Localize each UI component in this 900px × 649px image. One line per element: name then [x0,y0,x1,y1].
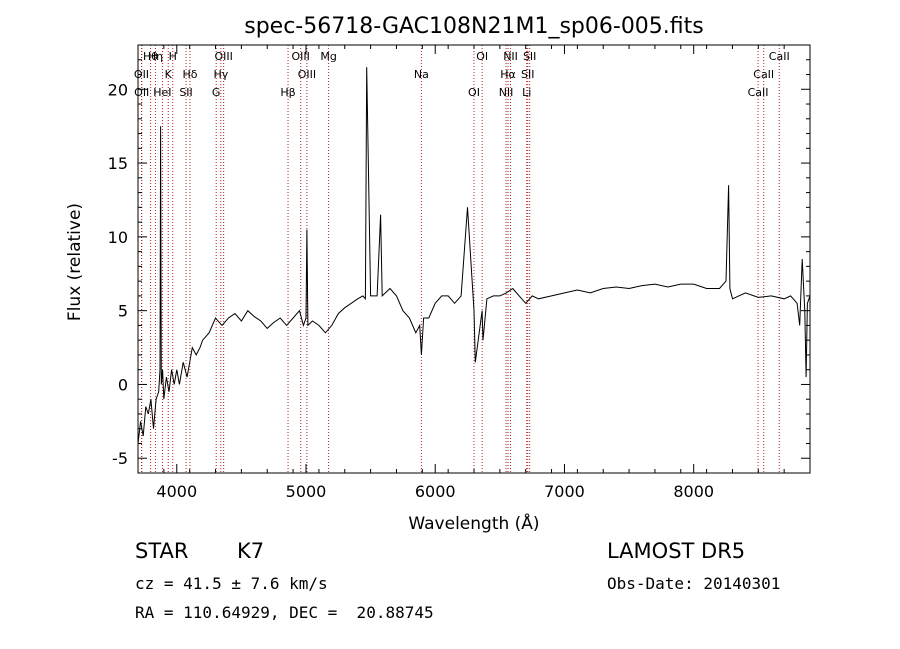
marker-label: G [212,86,221,99]
survey-name: LAMOST DR5 [607,539,746,563]
marker-label: OI [476,50,488,63]
marker-label: Hθ [143,50,158,63]
x-tick-label: 8000 [673,482,714,501]
marker-label: OII [134,86,149,99]
y-tick-label: 10 [108,228,128,247]
x-tick-label: 5000 [286,482,327,501]
marker-label: CaII [769,50,790,63]
marker-label: Hη [148,50,163,63]
marker-label: Na [414,68,429,81]
spectrum-series-line [137,67,811,444]
chart-title: spec-56718-GAC108N21M1_sp06-005.fits [244,14,704,39]
marker-label: OIII [292,50,310,63]
marker-label: Hγ [213,68,228,81]
y-tick-label: 15 [108,154,128,173]
x-tick-label: 6000 [415,482,456,501]
y-tick-label: 20 [108,80,128,99]
marker-label: OIII [298,68,316,81]
marker-label: K [165,68,173,81]
marker-label: SII [523,50,536,63]
marker-label: SII [521,68,534,81]
marker-label: CaII [753,68,774,81]
ra-dec: RA = 110.64929, DEC = 20.88745 [135,603,434,622]
object-class: STAR [135,539,189,563]
obs-date: Obs-Date: 20140301 [607,574,781,593]
marker-label: OI [468,86,480,99]
marker-label: NII [503,50,518,63]
redshift-cz: cz = 41.5 ± 7.6 km/s [135,574,328,593]
marker-label: NII [499,86,514,99]
marker-labels: HθOIIOIIHηKHeIHHδSIIOIIIHγGOIIIOIIIHβMgN… [134,50,790,99]
marker-label: CaII [748,86,769,99]
marker-label: Li [522,86,531,99]
marker-label: SII [179,86,192,99]
x-axis-ticks: 4000 5000 6000 7000 8000 [137,45,811,501]
marker-lines [140,45,780,473]
marker-label: Hδ [182,68,197,81]
x-tick-label: 7000 [544,482,585,501]
marker-label: OIII [214,50,232,63]
x-tick-label: 4000 [156,482,197,501]
marker-label: H [169,50,177,63]
y-tick-label: 5 [118,302,128,321]
x-axis-label: Wavelength (Å) [408,512,539,534]
marker-label: HeI [153,86,171,99]
marker-label: Mg [320,50,336,63]
y-tick-label: -5 [112,449,128,468]
y-tick-label: 0 [118,375,128,394]
marker-label: Hβ [280,86,295,99]
y-axis-label: Flux (relative) [65,203,85,321]
marker-label: Hα [500,68,516,81]
y-axis-ticks: -5 0 5 10 15 20 [108,44,810,474]
object-subclass: K7 [237,539,265,563]
